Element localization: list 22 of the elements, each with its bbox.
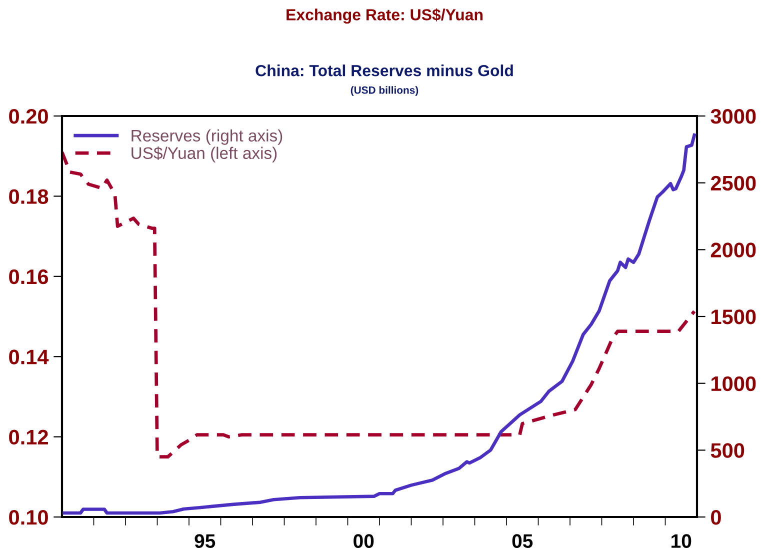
y2-tick-label: 2500 — [710, 176, 756, 191]
legend-label: Reserves (right axis) — [132, 129, 282, 145]
y-tick-label: 0.20 — [9, 109, 48, 124]
legend-label: US$/Yuan (left axis) — [132, 146, 277, 162]
text: Exchange Rate: US$/Yuan — [286, 8, 482, 24]
x-tick-label: 95 — [194, 534, 216, 548]
chart-subtitle: (USD billions) — [350, 86, 418, 96]
y2-tick-label: 2000 — [710, 242, 756, 258]
y-tick-label: 0.12 — [9, 430, 48, 445]
x-tick-label: 10 — [672, 534, 692, 548]
x-tick-label: 05 — [512, 534, 533, 548]
y2-tick-label: 0 — [711, 510, 721, 525]
y2-tick-label: 500 — [710, 443, 744, 458]
y2-tick-label: 3000 — [710, 109, 756, 124]
x-tick-label: 00 — [354, 534, 374, 548]
y-tick-label: 0.18 — [9, 189, 48, 204]
y-tick-label: 0.14 — [9, 350, 49, 364]
chart-title: China: Total Reserves minus Gold — [256, 64, 513, 76]
y-tick-label: 0.16 — [9, 269, 48, 284]
y2-tick-label: 1500 — [712, 310, 756, 324]
y-tick-label: 0.10 — [9, 510, 48, 525]
y2-tick-label: 1000 — [712, 376, 756, 392]
